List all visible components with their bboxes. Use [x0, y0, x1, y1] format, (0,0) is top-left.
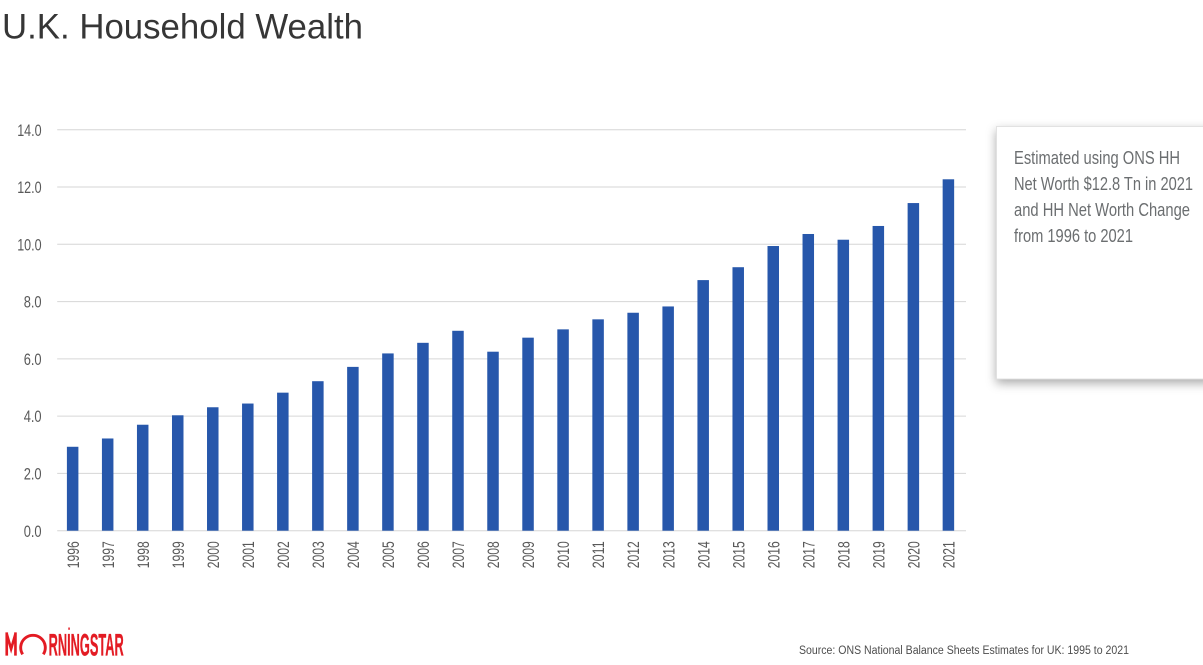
svg-text:2017: 2017 — [799, 541, 818, 568]
svg-text:Net Worth $12.8 Tn in 2021: Net Worth $12.8 Tn in 2021 — [1014, 173, 1193, 194]
svg-text:1996: 1996 — [64, 541, 83, 568]
svg-text:2021: 2021 — [940, 541, 959, 568]
svg-text:0.0: 0.0 — [24, 522, 42, 541]
svg-text:1998: 1998 — [134, 541, 153, 568]
svg-text:2002: 2002 — [274, 541, 293, 568]
svg-text:10.0: 10.0 — [17, 235, 41, 254]
svg-text:2005: 2005 — [379, 541, 398, 568]
svg-text:2020: 2020 — [904, 541, 923, 568]
svg-text:1999: 1999 — [169, 541, 188, 568]
svg-text:1997: 1997 — [99, 541, 118, 568]
svg-text:2010: 2010 — [554, 541, 573, 568]
svg-text:2001: 2001 — [239, 541, 258, 568]
svg-text:2.0: 2.0 — [24, 465, 42, 484]
svg-text:from 1996 to 2021: from 1996 to 2021 — [1014, 225, 1133, 246]
svg-text:Source: ONS National Balance S: Source: ONS National Balance Sheets Esti… — [799, 645, 1129, 657]
svg-text:2006: 2006 — [414, 541, 433, 568]
svg-text:and HH Net Worth Change: and HH Net Worth Change — [1014, 199, 1190, 220]
svg-text:2011: 2011 — [589, 541, 608, 568]
svg-text:Estimated using ONS HH: Estimated using ONS HH — [1014, 147, 1180, 168]
svg-text:U.K. Household Wealth: U.K. Household Wealth — [2, 6, 363, 46]
svg-text:2007: 2007 — [449, 541, 468, 568]
svg-text:RNINGSTAR: RNINGSTAR — [49, 626, 124, 662]
svg-text:8.0: 8.0 — [24, 293, 42, 312]
svg-text:2013: 2013 — [659, 541, 678, 568]
svg-text:2015: 2015 — [729, 541, 748, 568]
svg-text:2000: 2000 — [204, 541, 223, 568]
svg-text:2016: 2016 — [764, 541, 783, 568]
svg-text:2003: 2003 — [309, 541, 328, 568]
svg-text:2004: 2004 — [344, 541, 363, 568]
svg-text:2014: 2014 — [694, 541, 713, 568]
svg-text:6.0: 6.0 — [24, 350, 42, 369]
svg-text:2018: 2018 — [834, 541, 853, 568]
svg-text:14.0: 14.0 — [17, 121, 41, 140]
svg-text:4.0: 4.0 — [24, 407, 42, 426]
svg-text:2012: 2012 — [624, 541, 643, 568]
svg-text:2009: 2009 — [519, 541, 538, 568]
svg-text:12.0: 12.0 — [17, 178, 41, 197]
svg-text:2008: 2008 — [484, 541, 503, 568]
svg-text:2019: 2019 — [869, 541, 888, 568]
